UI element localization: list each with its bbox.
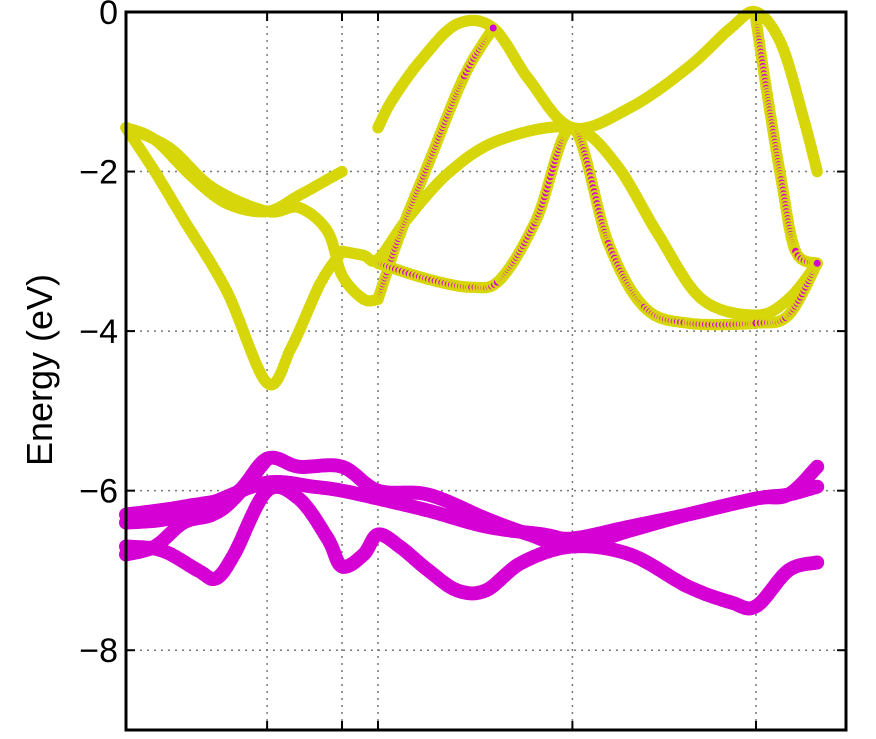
data-point — [811, 257, 823, 269]
band-series — [372, 22, 499, 305]
label-layer: Energy (eV) — [19, 274, 60, 466]
plot-frame — [124, 10, 848, 732]
grid-layer — [126, 12, 846, 730]
band-series — [119, 479, 825, 616]
data-point — [810, 555, 825, 570]
y-tick-label: −4 — [79, 313, 118, 351]
data-point — [336, 245, 348, 258]
y-tick-label: −8 — [79, 632, 118, 670]
band-series — [372, 5, 823, 178]
axis-layer: 0 −2 −4 −6 −8 — [79, 0, 848, 732]
data-point — [260, 451, 275, 466]
series-layer — [119, 5, 825, 616]
y-tick-label: 0 — [99, 0, 118, 32]
data-point — [810, 459, 825, 474]
y-tick-label: −2 — [79, 154, 118, 192]
data-point — [336, 165, 348, 178]
band-series — [372, 121, 823, 331]
data-point — [810, 479, 825, 494]
band-series — [120, 122, 348, 391]
band-series — [750, 14, 823, 269]
y-axis-label: Energy (eV) — [19, 274, 60, 466]
band-series — [119, 475, 825, 546]
y-tick-label: −6 — [79, 473, 118, 511]
band-series — [120, 122, 384, 307]
data-point — [487, 22, 499, 34]
data-point — [811, 165, 823, 178]
